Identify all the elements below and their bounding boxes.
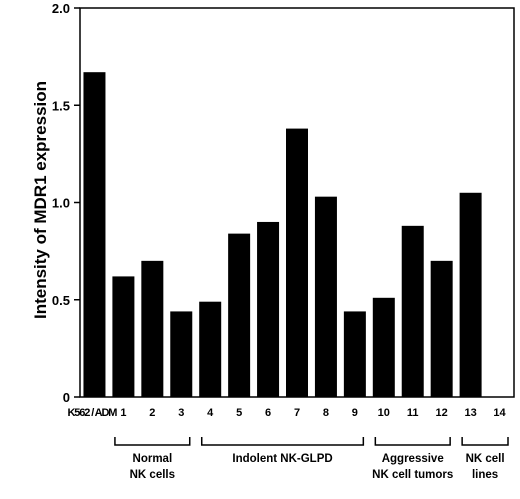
group-bracket [114, 437, 191, 446]
category-label: 13 [464, 407, 476, 419]
group-label: lines [472, 469, 498, 481]
category-label: 5 [236, 407, 242, 419]
group-label: NK cell tumors [372, 469, 453, 481]
group-label: Indolent NK-GLPD [232, 453, 332, 465]
y-tick-label: 2.0 [52, 1, 70, 16]
category-label: 10 [378, 407, 390, 419]
category-label: 6 [265, 407, 271, 419]
group-label: NK cell [466, 453, 505, 465]
y-tick-label: 0 [63, 390, 70, 405]
y-tick-label: 1.0 [52, 196, 70, 211]
group-bracket [374, 437, 451, 446]
category-label: K562 / ADM [67, 407, 117, 419]
bar-13 [459, 192, 482, 397]
bar-2 [141, 260, 164, 397]
y-tick-label: 0.5 [52, 293, 70, 308]
category-label: 14 [493, 407, 506, 419]
group-bracket [200, 437, 365, 446]
category-label: 3 [178, 407, 184, 419]
group-label: Normal [133, 453, 173, 465]
group-label: NK cells [130, 469, 175, 481]
bar-11 [401, 225, 424, 397]
y-tick-label: 1.5 [52, 98, 70, 113]
category-label: 7 [294, 407, 300, 419]
bar-1 [112, 276, 135, 397]
category-label: 12 [436, 407, 448, 419]
bar-0 [83, 72, 106, 397]
bar-10 [372, 297, 395, 397]
bar-4 [199, 301, 222, 397]
category-label: 1 [120, 407, 126, 419]
y-axis-label: Intensity of MDR1 expression [31, 81, 50, 319]
bar-5 [228, 233, 251, 397]
bar-12 [430, 260, 453, 397]
bar-3 [170, 311, 193, 397]
category-label: 8 [323, 407, 329, 419]
category-label: 4 [207, 407, 214, 419]
category-label: 11 [407, 407, 419, 419]
bar-9 [343, 311, 366, 397]
category-label: 2 [149, 407, 155, 419]
bar-6 [257, 221, 280, 397]
bar-7 [286, 128, 308, 397]
category-label: 9 [352, 407, 358, 419]
group-bracket [461, 437, 509, 446]
group-label: Aggressive [382, 453, 444, 465]
bar-8 [314, 196, 337, 397]
